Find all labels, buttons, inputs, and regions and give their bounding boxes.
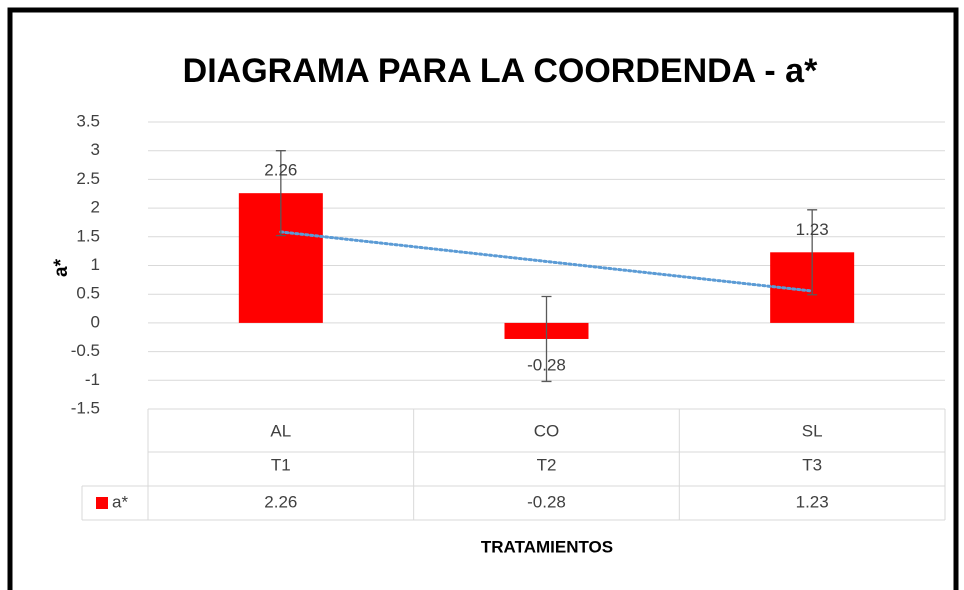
y-tick-label: 0.5 [76, 284, 100, 303]
y-tick-label: 2.5 [76, 169, 100, 188]
trendline [279, 230, 814, 293]
table-value: 1.23 [796, 492, 829, 511]
y-tick-label: -1 [85, 370, 100, 389]
y-tick-label: 2 [91, 198, 100, 217]
y-tick-label: 3 [91, 140, 100, 159]
error-bar [807, 209, 818, 296]
frame [7, 7, 959, 590]
data-label: 1.23 [796, 220, 829, 239]
y-tick-label: -1.5 [71, 398, 100, 417]
error-bar [275, 150, 286, 237]
y-tick-label: 3.5 [76, 111, 100, 130]
chart-title: DIAGRAMA PARA LA COORDENDA - a* [183, 52, 818, 90]
table-value: -0.28 [527, 492, 566, 511]
data-label: -0.28 [527, 355, 566, 374]
x-tick-label: CO [534, 421, 560, 440]
legend-key [96, 497, 108, 509]
y-tick-label: 1 [91, 255, 100, 274]
y-tick-label: 0 [91, 312, 100, 331]
error-bar [541, 295, 552, 383]
y-tick-label: 1.5 [76, 226, 100, 245]
data-label: 2.26 [264, 161, 297, 180]
y-axis-label: a* [51, 258, 72, 277]
x-group-label: T1 [271, 455, 291, 474]
x-axis-label: TRATAMIENTOS [481, 537, 613, 556]
x-group-label: T2 [537, 455, 557, 474]
x-group-label: T3 [802, 455, 822, 474]
legend-label: a* [112, 492, 128, 511]
table-value: 2.26 [264, 492, 297, 511]
x-tick-label: SL [802, 421, 823, 440]
x-tick-label: AL [270, 421, 291, 440]
y-tick-label: -0.5 [71, 341, 100, 360]
